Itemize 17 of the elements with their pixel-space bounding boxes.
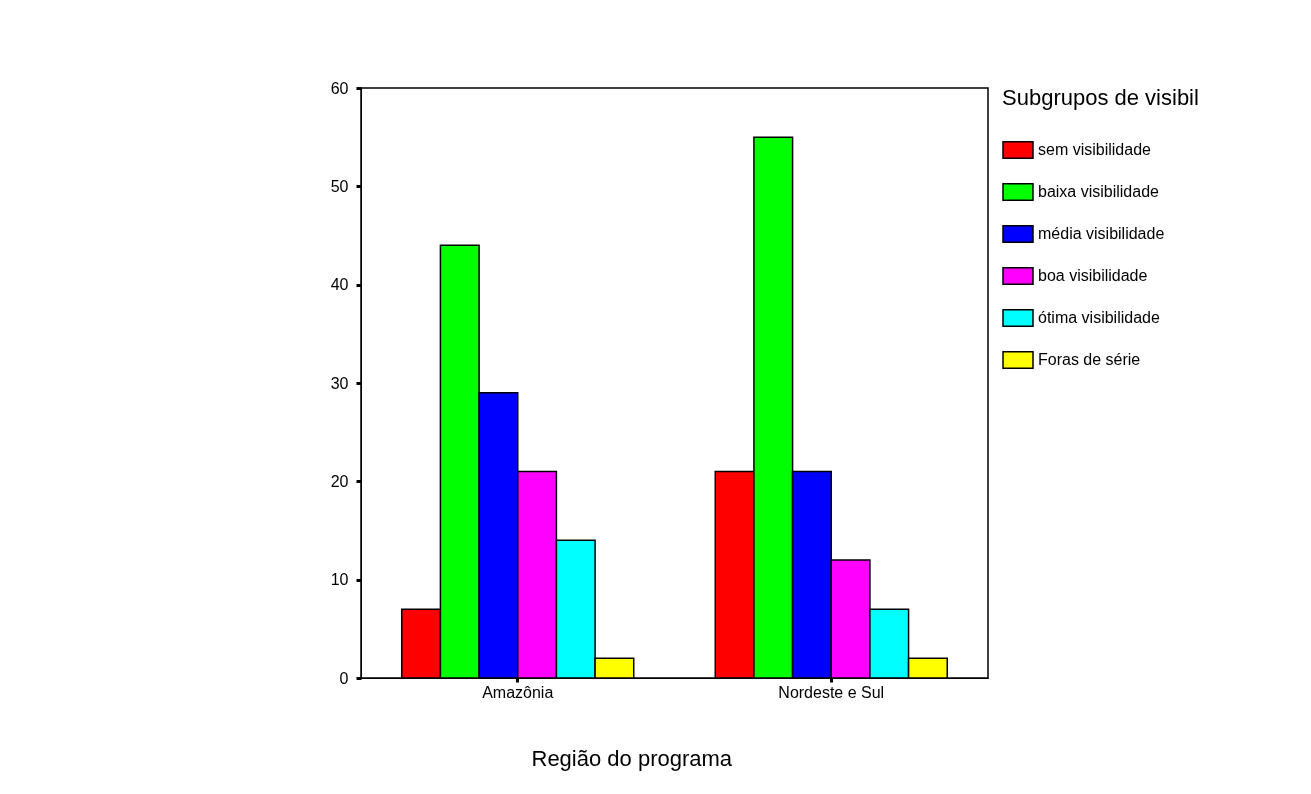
y-tick-label: 30 (330, 374, 349, 392)
x-axis-title: Região do programa (531, 745, 733, 771)
legend-label: Foras de série (1038, 351, 1141, 368)
y-tick-label: 40 (330, 276, 349, 294)
legend-label: boa visibilidade (1038, 267, 1148, 284)
legend-label: baixa visibilidade (1038, 183, 1160, 200)
x-tick-label: Nordeste e Sul (778, 683, 885, 701)
y-tick-label: 60 (330, 79, 349, 97)
y-tick-label: 0 (339, 669, 349, 687)
legend-title: Subgrupos de visibil (1002, 85, 1199, 110)
y-tick-label: 20 (330, 472, 349, 490)
x-tick-label: Amazônia (482, 683, 554, 701)
y-tick-label: 50 (330, 177, 349, 195)
y-tick-label: 10 (330, 571, 349, 589)
legend-label: média visibilidade (1038, 225, 1165, 242)
legend-label: sem visibilidade (1038, 141, 1152, 158)
legend-label: ótima visibilidade (1038, 309, 1160, 326)
